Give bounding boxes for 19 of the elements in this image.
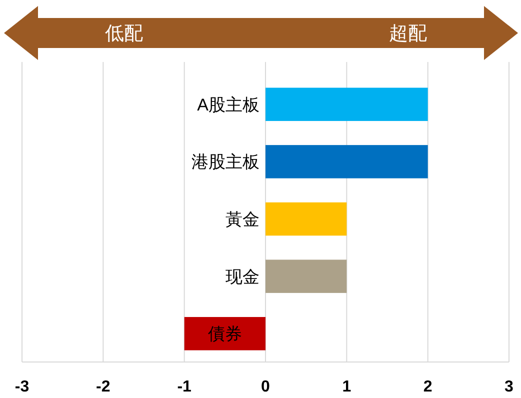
y-tick-label: 港股主板: [192, 152, 260, 172]
bar: [266, 260, 347, 293]
y-tick-label: 黃金: [226, 210, 260, 229]
bar: [266, 145, 428, 178]
text: 超配: [389, 24, 427, 45]
x-tick-label: -2: [96, 378, 110, 396]
text: 低配: [105, 24, 143, 45]
x-tick-label: -3: [14, 378, 30, 396]
bar: [266, 202, 347, 236]
y-tick-label: A股主板: [197, 95, 260, 114]
y-tick-label: 債券: [208, 324, 242, 344]
x-tick-label: 3: [504, 378, 514, 396]
bar: [266, 88, 428, 121]
x-tick-label: -1: [177, 378, 192, 396]
x-tick-label: 1: [342, 378, 352, 396]
bar: [184, 317, 266, 350]
y-tick-label: 现金: [226, 267, 260, 286]
x-tick-label: 2: [423, 378, 432, 396]
x-tick-label: 0: [261, 378, 270, 396]
